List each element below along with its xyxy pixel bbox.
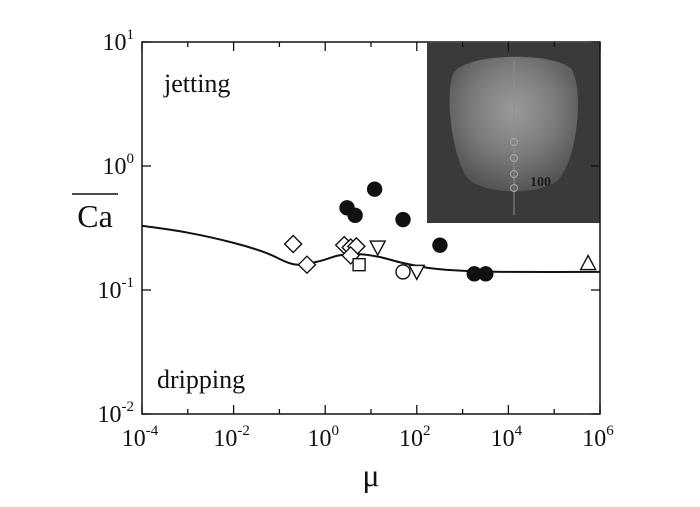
boundary-curve xyxy=(141,224,601,273)
x-tick-label: 10-4 xyxy=(122,423,159,452)
inset-bead xyxy=(510,184,518,192)
x-tick-label: 10-2 xyxy=(213,423,250,452)
inset-bead xyxy=(510,170,518,178)
inset-bead xyxy=(510,154,518,162)
data-markers xyxy=(283,181,597,282)
y-tick-label: 101 xyxy=(103,27,135,56)
filled-circle-point xyxy=(366,181,383,197)
open-diamond-point xyxy=(283,234,303,254)
x-tick-label: 100 xyxy=(307,423,339,452)
x-tick-label-text: 100 xyxy=(307,423,339,452)
y-tick-label: 10-2 xyxy=(98,399,135,428)
x-tick-label-text: 104 xyxy=(491,423,523,452)
open-triangle-down-point xyxy=(408,264,426,281)
y-tick-label: 100 xyxy=(103,151,135,180)
x-tick-label: 104 xyxy=(491,423,523,452)
y-axis-label-group: Ca xyxy=(72,193,118,234)
y-axis-label: Ca xyxy=(77,198,113,234)
x-tick-label-text: 106 xyxy=(582,423,614,452)
x-tick-label-text: 10-4 xyxy=(122,423,159,452)
y-tick-label-text: 10-1 xyxy=(98,275,135,304)
x-tick-label: 102 xyxy=(399,423,431,452)
y-tick-label-text: 10-2 xyxy=(98,399,135,428)
open-triangle-up-point xyxy=(579,254,597,271)
y-tick-label-text: 100 xyxy=(103,151,135,180)
dripping-label: dripping xyxy=(157,365,245,394)
filled-circle-point xyxy=(478,266,494,282)
open-diamond-point xyxy=(297,255,317,275)
axis-ticks xyxy=(141,41,601,415)
x-axis-label: μ xyxy=(362,457,379,493)
jetting-label: jetting xyxy=(163,69,230,98)
y-tick-label-text: 101 xyxy=(103,27,135,56)
open-triangle-down-point xyxy=(369,240,387,257)
filled-circle-point xyxy=(432,237,448,253)
open-circle-point xyxy=(395,264,411,280)
x-tick-label-text: 102 xyxy=(399,423,431,452)
inset-photo: 100 xyxy=(427,43,600,223)
filled-circle-point xyxy=(395,211,411,228)
x-tick-label: 106 xyxy=(582,423,614,452)
inset-label: 100 xyxy=(530,175,551,190)
inset-bead xyxy=(510,138,518,146)
x-tick-label-text: 10-2 xyxy=(213,423,250,452)
filled-circle-point xyxy=(347,207,363,224)
open-square-point xyxy=(352,257,366,272)
y-tick-label: 10-1 xyxy=(98,275,135,304)
